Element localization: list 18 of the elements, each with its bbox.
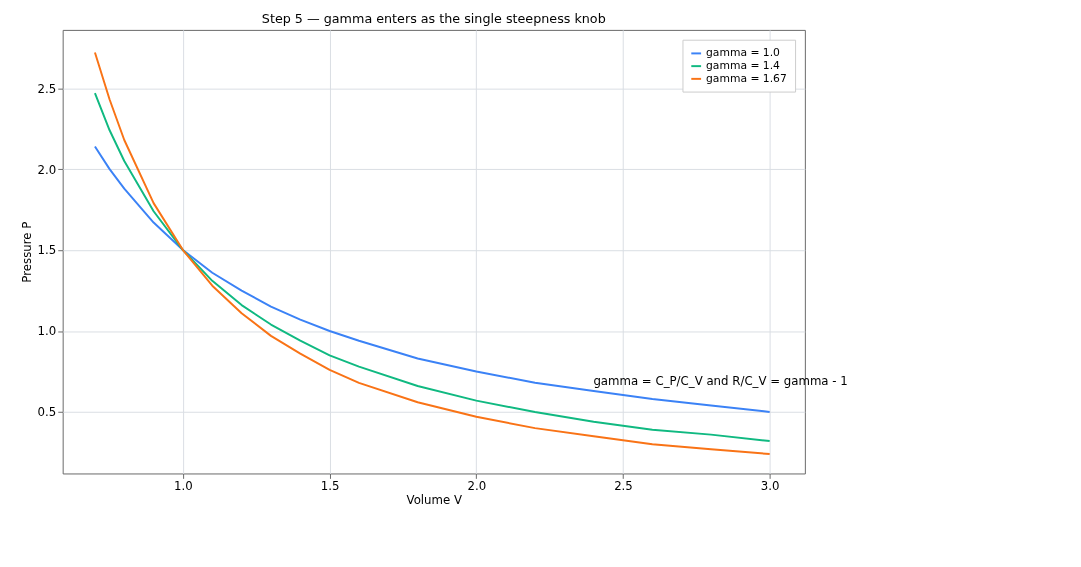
legend-label: gamma = 1.4 bbox=[705, 59, 781, 73]
x-tick-label: 2.5 bbox=[614, 478, 633, 493]
y-tick-label: 1.5 bbox=[37, 243, 57, 258]
chart-title: Step 5 — gamma enters as the single steepness knob bbox=[261, 11, 606, 27]
x-tick-label: 2.0 bbox=[467, 478, 487, 493]
annotation: gamma = C_P/C_V and R/C_V = gamma - 1 bbox=[593, 374, 848, 389]
x-tick-label: 3.0 bbox=[760, 478, 780, 493]
legend-label: gamma = 1.0 bbox=[705, 46, 781, 60]
y-tick-label: 0.5 bbox=[37, 405, 57, 420]
y-tick-label: 1.0 bbox=[37, 324, 57, 339]
legend-label: gamma = 1.67 bbox=[705, 71, 787, 85]
x-tick-label: 1.5 bbox=[320, 478, 340, 493]
y-axis-title: Pressure P bbox=[19, 221, 34, 283]
y-tick-label: 2.0 bbox=[37, 162, 57, 177]
x-tick-label: 1.0 bbox=[174, 478, 193, 493]
x-axis-title: Volume V bbox=[406, 493, 462, 508]
line-series bbox=[93, 145, 771, 413]
y-tick-label: 2.5 bbox=[37, 81, 57, 96]
